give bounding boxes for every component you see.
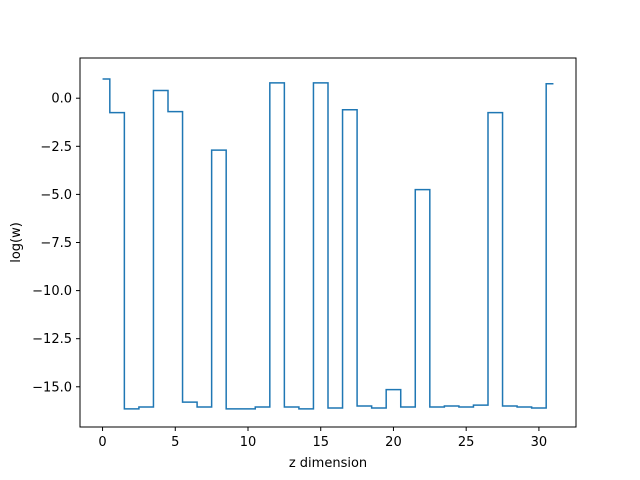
plot-series xyxy=(102,78,554,410)
x-tick-label: 30 xyxy=(531,435,548,450)
y-tick-label: −7.5 xyxy=(40,236,72,251)
plot-area-frame xyxy=(79,57,577,428)
x-tick-label: 5 xyxy=(171,435,179,450)
y-tick-label: −2.5 xyxy=(40,140,72,155)
y-tick-label: 0.0 xyxy=(51,92,72,107)
x-tick-label: 15 xyxy=(312,435,329,450)
x-axis-ticks: 0 5 10 15 20 25 30 xyxy=(98,427,547,450)
x-tick-label: 10 xyxy=(240,435,257,450)
y-tick-label: −5.0 xyxy=(40,188,72,203)
y-tick-label: −10.0 xyxy=(32,284,72,299)
x-axis-label: z dimension xyxy=(289,456,367,471)
x-tick-label: 0 xyxy=(98,435,106,450)
series-line-0 xyxy=(102,78,554,410)
y-axis-ticks: 0.0 −2.5 −5.0 −7.5 −10.0 −12.5 −15.0 xyxy=(32,92,80,395)
y-tick-label: −12.5 xyxy=(32,332,72,347)
x-tick-label: 25 xyxy=(458,435,475,450)
y-axis-label: log(w) xyxy=(9,222,24,263)
x-tick-label: 20 xyxy=(385,435,402,450)
y-tick-label: −15.0 xyxy=(32,380,72,395)
